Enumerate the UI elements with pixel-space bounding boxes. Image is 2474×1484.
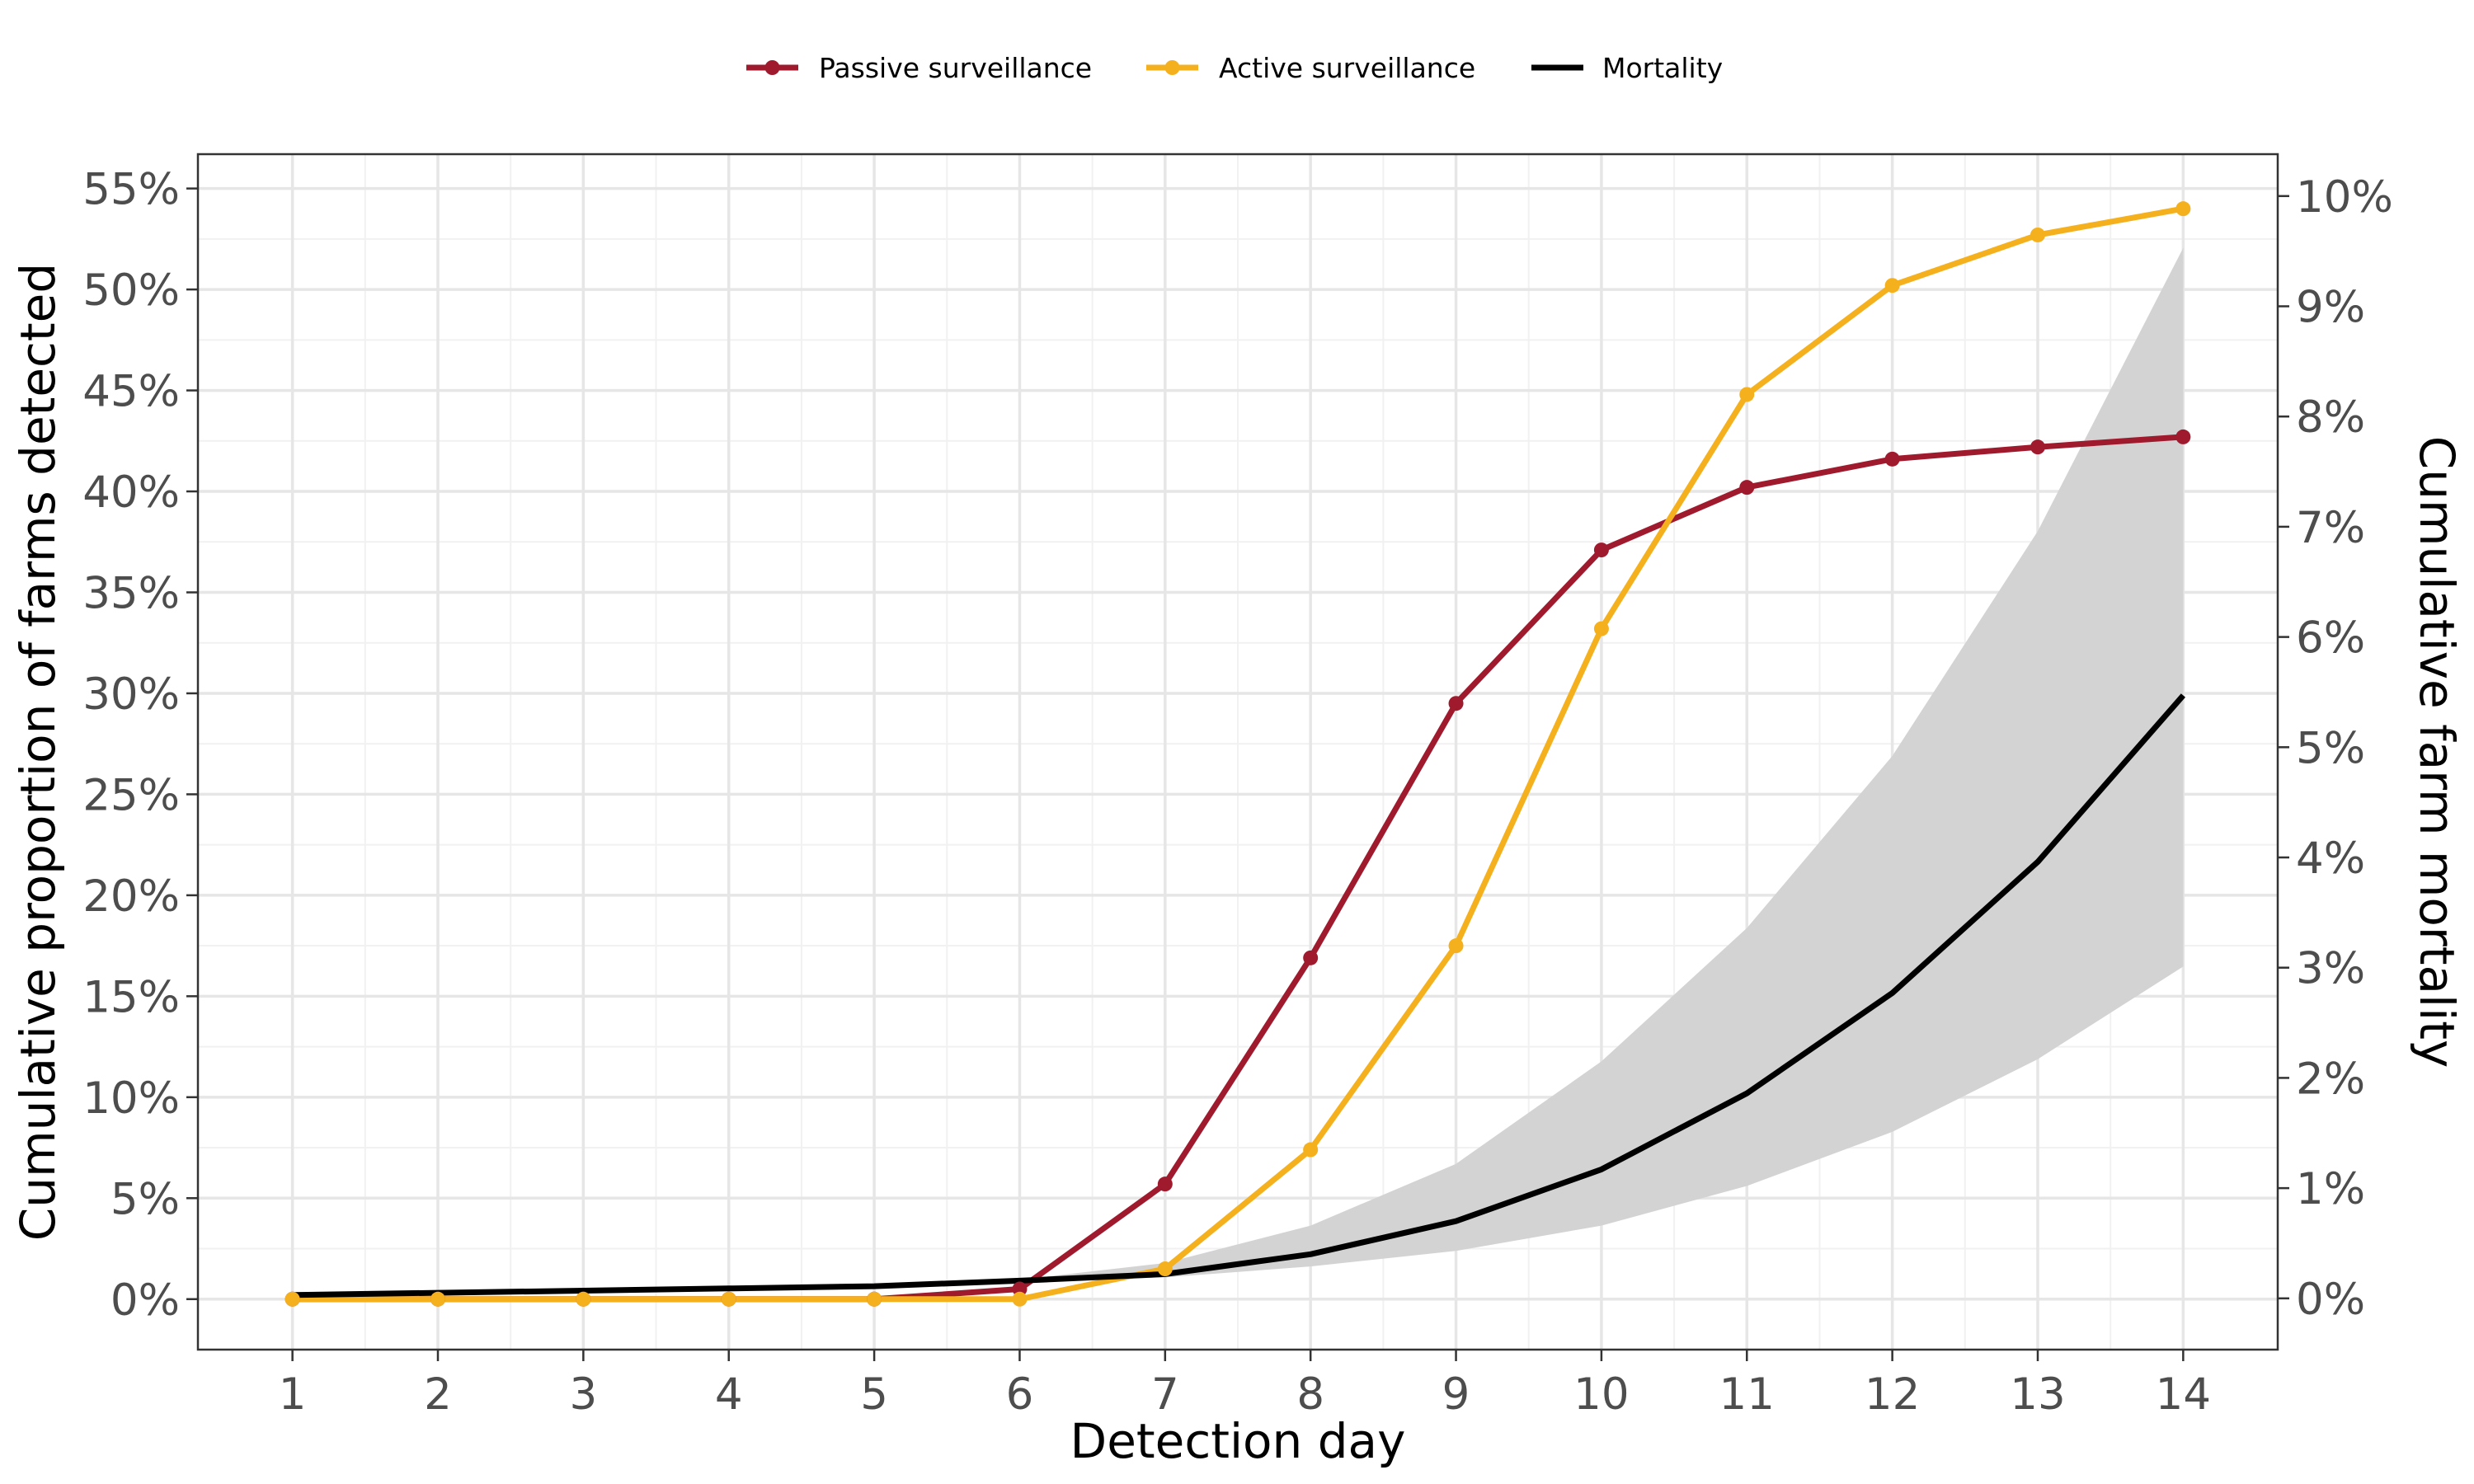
y-tick-label-right: 9% — [2296, 283, 2365, 333]
active-surveillance-point — [1448, 938, 1464, 954]
mortality-band — [292, 247, 2184, 1295]
passive-surveillance-point — [2030, 439, 2045, 455]
x-tick-label: 11 — [1719, 1369, 1775, 1420]
x-tick-label: 9 — [1442, 1369, 1470, 1420]
y-tick-label-right: 2% — [2296, 1054, 2365, 1104]
y-tick-label-left: 0% — [111, 1275, 180, 1326]
y-tick-label-left: 20% — [82, 871, 180, 922]
active-surveillance-line — [292, 205, 2185, 1303]
y-tick-label-right: 4% — [2296, 834, 2365, 884]
x-tick-label: 7 — [1151, 1369, 1179, 1420]
x-tick-label: 8 — [1296, 1369, 1324, 1420]
x-tick-label: 12 — [1865, 1369, 1920, 1420]
legend-label-passive-surveillance: Passive surveillance — [819, 52, 1092, 84]
passive-surveillance-point — [1448, 696, 1464, 711]
y-tick-label-right: 6% — [2296, 613, 2365, 664]
axes: 1 2 3 4 5 6 7 8 9 10 11 12 13 140%5%10%15%20%25%30%35… — [82, 165, 2393, 1420]
passive-surveillance-point — [2175, 429, 2191, 444]
x-tick-label: 5 — [860, 1369, 888, 1420]
active-surveillance-point — [576, 1291, 591, 1307]
y-tick-label-left: 25% — [82, 770, 180, 820]
y-axis-title-right: Cumulative farm mortality — [2409, 436, 2465, 1068]
active-surveillance-point — [1593, 621, 1609, 636]
active-surveillance-point — [1303, 1142, 1319, 1158]
active-surveillance-point — [2030, 227, 2045, 242]
active-surveillance-point — [1884, 278, 1900, 294]
legend: Passive surveillance Active surveillance M… — [746, 52, 1723, 84]
legend-label-active-surveillance: Active surveillance — [1219, 52, 1475, 84]
y-tick-label-right: 3% — [2296, 944, 2365, 994]
y-axis-title-left: Cumulative proportion of farms detected — [10, 263, 66, 1241]
mortality-line — [292, 693, 2186, 1298]
passive-surveillance-point — [1157, 1176, 1173, 1192]
active-surveillance-point — [1012, 1291, 1028, 1307]
x-tick-label: 2 — [424, 1369, 452, 1420]
x-axis-title: Detection day — [1070, 1413, 1406, 1469]
y-tick-label-right: 7% — [2296, 503, 2365, 553]
y-tick-label-left: 50% — [82, 265, 180, 316]
y-tick-label-right: 5% — [2296, 723, 2365, 773]
y-tick-label-left: 30% — [82, 669, 180, 720]
x-tick-label: 10 — [1573, 1369, 1629, 1420]
x-tick-label: 14 — [2156, 1369, 2211, 1420]
y-tick-label-left: 40% — [82, 467, 180, 518]
active-surveillance-point — [867, 1291, 882, 1307]
x-tick-label: 1 — [279, 1369, 307, 1420]
x-tick-label: 4 — [715, 1369, 743, 1420]
x-tick-label: 3 — [569, 1369, 597, 1420]
passive-surveillance-point — [1303, 950, 1319, 965]
y-tick-label-left: 5% — [111, 1174, 180, 1224]
series-points — [285, 201, 2191, 1307]
active-surveillance-point — [285, 1291, 300, 1307]
x-tick-label: 13 — [2010, 1369, 2065, 1420]
y-tick-label-left: 10% — [82, 1073, 180, 1124]
y-tick-label-right: 10% — [2296, 172, 2393, 223]
y-tick-label-right: 8% — [2296, 392, 2365, 443]
passive-surveillance-point — [1593, 542, 1609, 558]
y-tick-label-right: 1% — [2296, 1164, 2365, 1214]
active-surveillance-point — [2175, 201, 2191, 217]
y-tick-label-left: 15% — [82, 972, 180, 1022]
y-tick-label-right: 0% — [2296, 1275, 2365, 1325]
passive-surveillance-point — [1884, 451, 1900, 467]
legend-label-mortality: Mortality — [1602, 52, 1723, 84]
y-tick-label-left: 35% — [82, 569, 180, 619]
x-tick-label: 6 — [1006, 1369, 1034, 1420]
y-tick-label-left: 45% — [82, 367, 180, 417]
mortality-ribbon — [292, 247, 2184, 1295]
active-surveillance-point — [1739, 387, 1755, 402]
series-lines — [292, 205, 2186, 1303]
legend-point-passive-surveillance — [764, 60, 780, 75]
passive-surveillance-point — [1739, 480, 1755, 495]
active-surveillance-point — [721, 1291, 736, 1307]
legend-point-active-surveillance — [1164, 60, 1180, 75]
y-tick-label-left: 55% — [82, 165, 180, 215]
active-surveillance-point — [430, 1291, 445, 1307]
panel-border — [196, 153, 2279, 1351]
active-surveillance-point — [1157, 1261, 1173, 1277]
